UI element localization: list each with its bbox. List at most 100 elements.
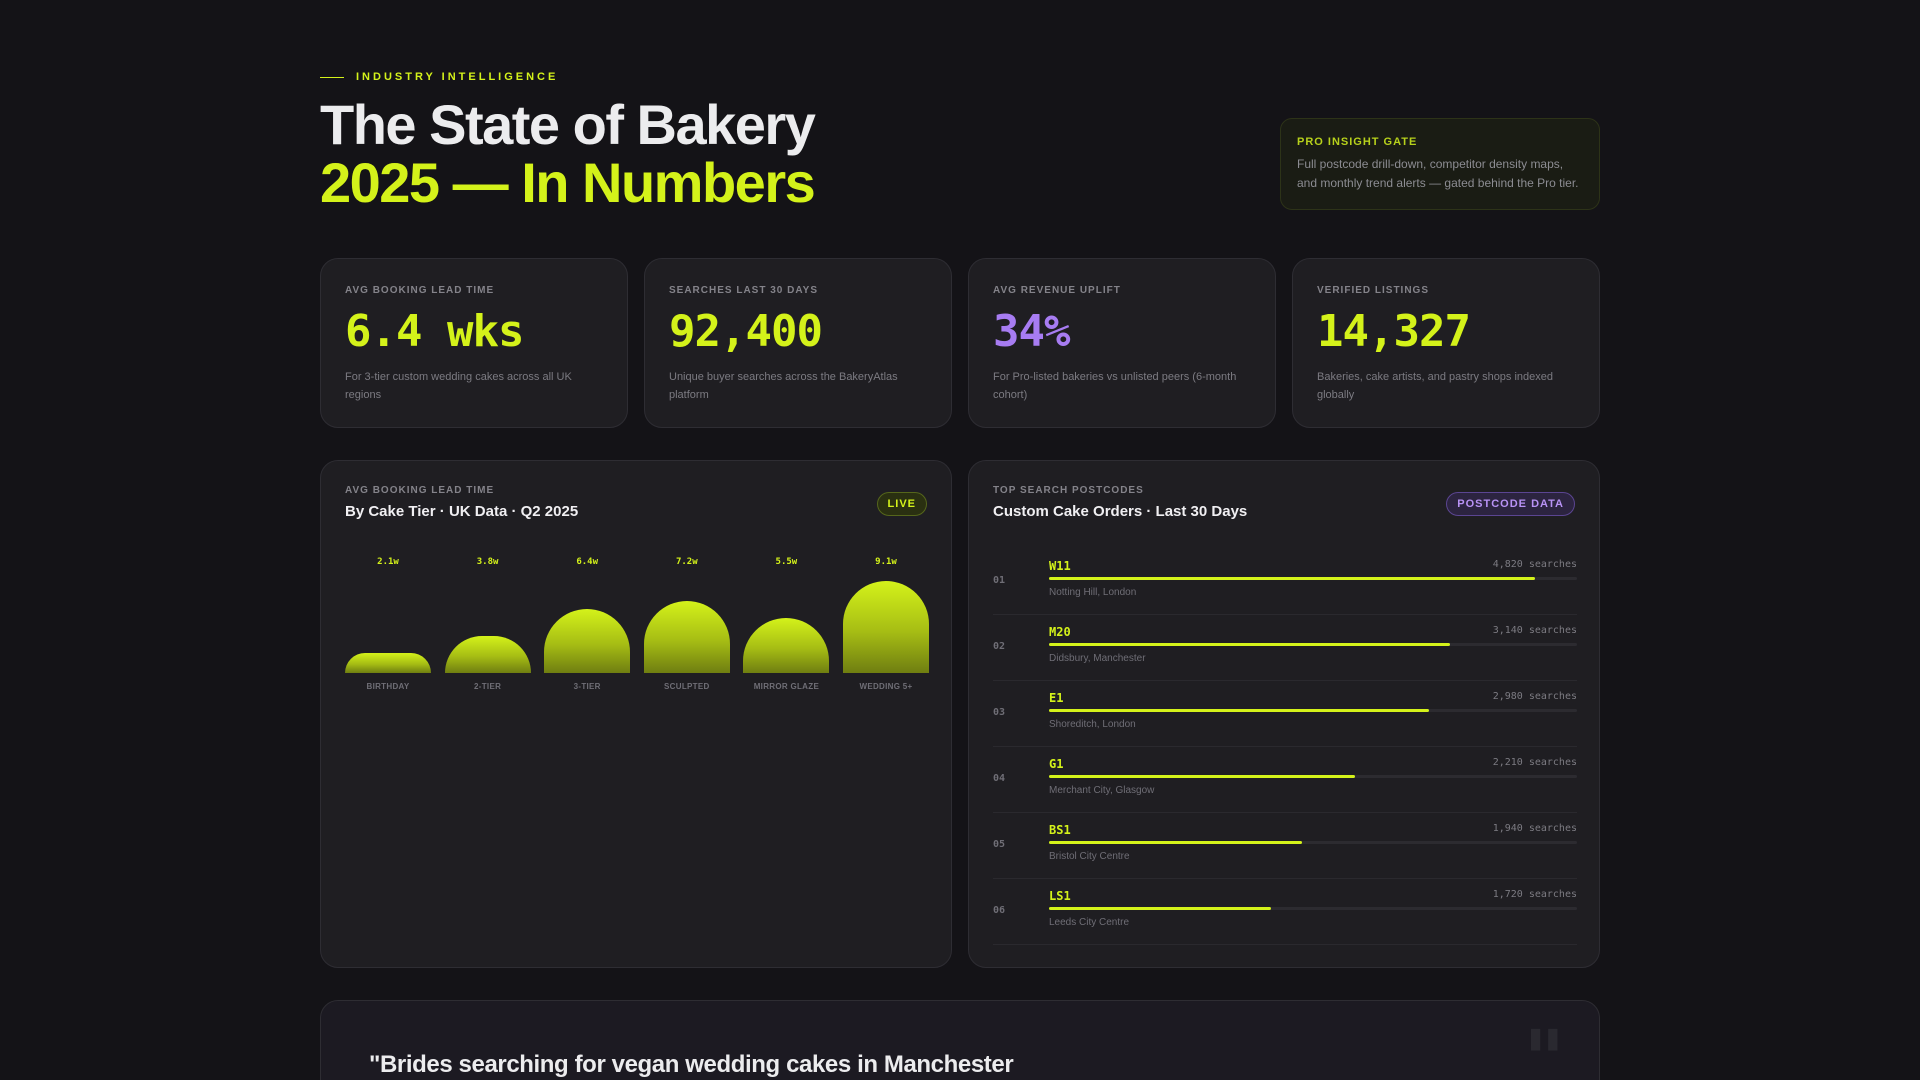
- postcode-rank: 03: [993, 707, 1006, 718]
- list-item[interactable]: 06 LS1 1,720 searches Leeds City Centre: [993, 879, 1577, 945]
- bar-column: 7.2w SCULPTED: [643, 557, 730, 697]
- stat-card-verified-listings: VERIFIED LISTINGS 14,327 Bakeries, cake …: [1292, 258, 1600, 428]
- list-item[interactable]: 03 E1 2,980 searches Shoreditch, London: [993, 681, 1577, 747]
- postcode-area: Merchant City, Glasgow: [1049, 785, 1155, 796]
- postcode-code: W11: [1049, 559, 1071, 573]
- bar-category-label: 3-TIER: [573, 682, 601, 691]
- postcode-rank: 05: [993, 839, 1006, 850]
- stat-desc: For Pro-listed bakeries vs unlisted peer…: [993, 371, 1237, 401]
- stat-value: 92,400: [669, 306, 823, 357]
- bar-birthday: [345, 653, 431, 673]
- title-line-1: The State of Bakery: [320, 93, 816, 156]
- postcode-bar-fill: [1049, 841, 1303, 844]
- bar-value-label: 7.2w: [675, 557, 698, 567]
- panel-label: TOP SEARCH POSTCODES: [993, 485, 1144, 496]
- bar-mirror-glaze: [743, 618, 830, 673]
- postcode-code: LS1: [1049, 889, 1071, 903]
- bar-sculpted: [643, 601, 730, 673]
- postcode-bar-track: [1049, 907, 1577, 910]
- bar-column: 5.5w MIRROR GLAZE: [743, 557, 830, 697]
- postcode-data-badge: POSTCODE DATA: [1446, 492, 1575, 516]
- bar-category-label: BIRTHDAY: [366, 682, 410, 691]
- list-item[interactable]: 02 M20 3,140 searches Didsbury, Manchest…: [993, 615, 1577, 681]
- stat-label: VERIFIED LISTINGS: [1317, 285, 1430, 296]
- postcode-rank: 04: [993, 773, 1006, 784]
- postcode-bar-track: [1049, 775, 1577, 778]
- bar-value-label: 3.8w: [476, 557, 499, 567]
- bar-2-tier: [444, 636, 531, 673]
- postcode-code: BS1: [1049, 823, 1071, 837]
- postcode-area: Notting Hill, London: [1049, 587, 1137, 598]
- bar-value-label: 5.5w: [775, 557, 798, 567]
- eyebrow-text: INDUSTRY INTELLIGENCE: [356, 71, 559, 83]
- testimonial-quote: "Brides searching for vegan wedding cake…: [320, 1000, 1600, 1080]
- postcode-code: G1: [1049, 757, 1064, 771]
- postcode-bar-track: [1049, 643, 1577, 646]
- eyebrow: INDUSTRY INTELLIGENCE: [320, 71, 558, 83]
- gate-text: Full postcode drill-down, competitor den…: [1297, 157, 1579, 190]
- postcode-bar-track: [1049, 709, 1577, 712]
- postcode-area: Didsbury, Manchester: [1049, 653, 1146, 664]
- title-line-2: 2025 — In Numbers: [320, 151, 816, 214]
- stat-value: 14,327: [1317, 306, 1471, 357]
- bar-value-label: 6.4w: [576, 557, 599, 567]
- stat-card-searches: SEARCHES LAST 30 DAYS 92,400 Unique buye…: [644, 258, 952, 428]
- postcode-code: E1: [1049, 691, 1064, 705]
- list-item[interactable]: 01 W11 4,820 searches Notting Hill, Lond…: [993, 549, 1577, 615]
- list-item[interactable]: 05 BS1 1,940 searches Bristol City Centr…: [993, 813, 1577, 879]
- stat-card-lead-time: AVG BOOKING LEAD TIME 6.4 wks For 3-tier…: [320, 258, 628, 428]
- panel-title: Custom Cake Orders · Last 30 Days: [993, 503, 1248, 520]
- postcode-panel: TOP SEARCH POSTCODES Custom Cake Orders …: [968, 460, 1600, 968]
- stat-desc: Unique buyer searches across the BakeryA…: [669, 371, 898, 401]
- postcode-bar-fill: [1049, 775, 1356, 778]
- postcode-rank: 06: [993, 905, 1006, 916]
- postcode-bar-fill: [1049, 907, 1271, 910]
- bar-value-label: 9.1w: [875, 557, 897, 567]
- panel-label: AVG BOOKING LEAD TIME: [345, 485, 495, 496]
- panel-title: By Cake Tier · UK Data · Q2 2025: [345, 503, 579, 520]
- lead-time-panel: AVG BOOKING LEAD TIME By Cake Tier · UK …: [320, 460, 952, 968]
- stat-label: AVG BOOKING LEAD TIME: [345, 285, 495, 296]
- postcode-bar-fill: [1049, 643, 1451, 646]
- postcode-area: Shoreditch, London: [1049, 719, 1136, 730]
- stat-card-revenue-uplift: AVG REVENUE UPLIFT 34% For Pro-listed ba…: [968, 258, 1276, 428]
- postcode-count: 4,820 searches: [1492, 559, 1577, 570]
- bar-category-label: 2-TIER: [474, 682, 502, 691]
- postcode-area: Bristol City Centre: [1049, 851, 1130, 862]
- gate-title: PRO INSIGHT GATE: [1297, 136, 1418, 148]
- postcode-count: 3,140 searches: [1492, 625, 1577, 636]
- postcode-rank: 02: [993, 641, 1006, 652]
- quote-mark-icon: ": [1523, 1012, 1565, 1080]
- bar-category-label: SCULPTED: [664, 682, 710, 691]
- stat-desc: Bakeries, cake artists, and pastry shops…: [1317, 371, 1554, 401]
- postcode-code: M20: [1049, 625, 1071, 639]
- list-item[interactable]: 04 G1 2,210 searches Merchant City, Glas…: [993, 747, 1577, 813]
- postcode-count: 1,720 searches: [1492, 889, 1577, 900]
- live-badge: LIVE: [876, 492, 927, 516]
- stat-value: 34%: [993, 306, 1070, 357]
- postcode-rank: 01: [993, 575, 1006, 586]
- bar-column: 3.8w 2-TIER: [444, 557, 531, 697]
- quote-text: "Brides searching for vegan wedding cake…: [369, 1051, 1014, 1078]
- stat-value: 6.4 wks: [345, 306, 524, 357]
- bar-category-label: MIRROR GLAZE: [753, 682, 820, 691]
- postcode-count: 2,210 searches: [1492, 757, 1577, 768]
- stat-desc: For 3-tier custom wedding cakes across a…: [345, 371, 572, 401]
- postcode-area: Leeds City Centre: [1049, 917, 1130, 928]
- postcode-bar-fill: [1049, 709, 1430, 712]
- postcode-count: 2,980 searches: [1492, 691, 1577, 702]
- bar-value-label: 2.1w: [377, 557, 399, 567]
- postcode-bar-track: [1049, 841, 1577, 844]
- bar-wedding-5-: [843, 581, 929, 673]
- bar-column: 2.1w BIRTHDAY: [345, 557, 431, 697]
- postcode-count: 1,940 searches: [1492, 823, 1577, 834]
- postcode-bar-track: [1049, 577, 1577, 580]
- pro-insight-gate[interactable]: PRO INSIGHT GATE Full postcode drill-dow…: [1280, 118, 1600, 210]
- postcode-bar-fill: [1049, 577, 1535, 580]
- page-title: The State of Bakery 2025 — In Numbers: [320, 93, 816, 214]
- eyebrow-rule: [320, 76, 344, 78]
- stat-cards: AVG BOOKING LEAD TIME 6.4 wks For 3-tier…: [320, 258, 1600, 428]
- bar-category-label: WEDDING 5+: [859, 682, 913, 691]
- bar-3-tier: [544, 609, 631, 673]
- stat-label: SEARCHES LAST 30 DAYS: [669, 285, 818, 296]
